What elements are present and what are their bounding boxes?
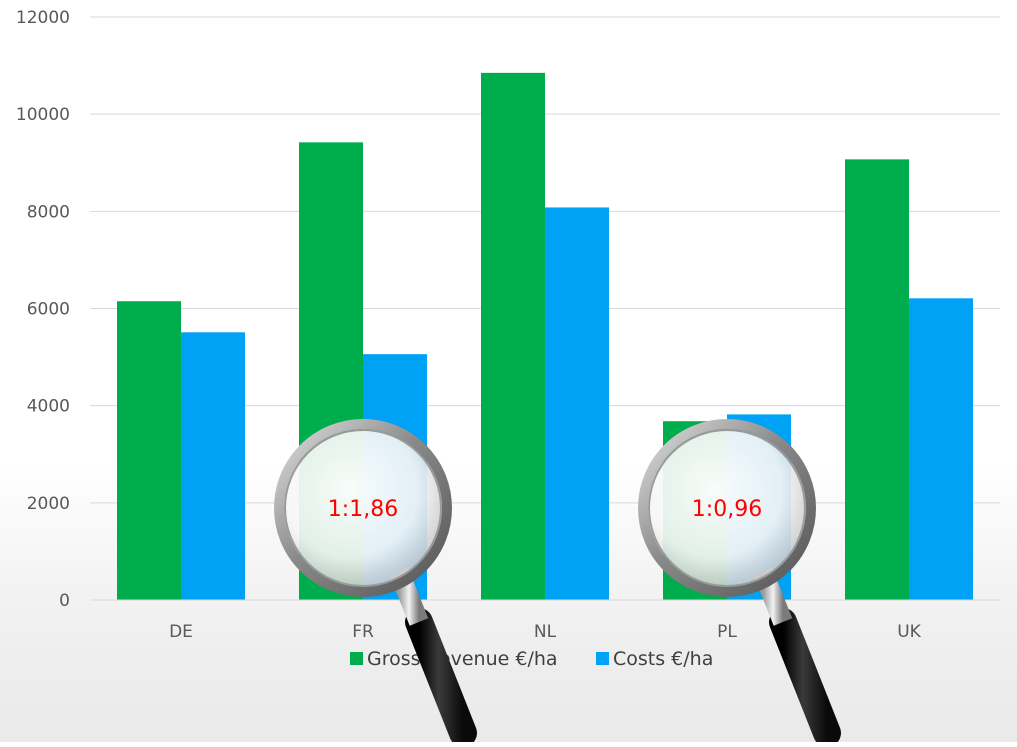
x-tick-label: FR <box>352 622 374 642</box>
y-tick-label: 0 <box>59 591 70 611</box>
magnifying-glass-icon: 1:1,86 <box>274 419 477 747</box>
bar-nl-series-1 <box>481 72 545 600</box>
magnifier-lens <box>648 429 806 587</box>
x-tick-label: UK <box>897 622 921 642</box>
y-tick-label: 4000 <box>27 397 70 417</box>
annotations: 1:1,86 1:0,96 <box>274 419 841 747</box>
x-tick-label: NL <box>534 622 557 642</box>
magnifier-rim <box>274 419 452 597</box>
y-tick-label: 2000 <box>27 494 70 514</box>
y-tick-label: 12000 <box>16 8 70 28</box>
x-axis-ticks: DE FR NL PL UK <box>169 622 922 642</box>
x-tick-label: PL <box>717 622 737 642</box>
bar-nl-series-2 <box>545 207 609 601</box>
bar-de-series-1 <box>117 301 181 600</box>
legend-label: Gross Revenue €/ha <box>367 648 558 670</box>
legend-label: Costs €/ha <box>613 648 713 670</box>
y-tick-label: 6000 <box>27 300 70 320</box>
bar-uk-series-1 <box>845 159 909 600</box>
magnifier-handle <box>405 608 477 747</box>
bars <box>117 72 973 601</box>
magnifying-glass-icon: 1:0,96 <box>638 419 841 747</box>
legend-swatch <box>596 652 609 665</box>
magnifier-lens <box>284 429 442 587</box>
x-tick-label: DE <box>169 622 193 642</box>
y-axis-ticks: 0 2000 4000 6000 8000 10000 12000 <box>16 8 70 611</box>
magnifier-handle <box>769 608 841 747</box>
legend-swatch <box>350 652 363 665</box>
bar-de-series-2 <box>181 332 245 600</box>
magnifier-rim <box>638 419 816 597</box>
y-tick-label: 10000 <box>16 105 70 125</box>
ratio-annotation: 1:1,86 <box>328 497 398 522</box>
legend: Gross Revenue €/ha Costs €/ha <box>350 648 713 670</box>
y-tick-label: 8000 <box>27 202 70 222</box>
ratio-annotation: 1:0,96 <box>692 497 762 522</box>
bar-uk-series-2 <box>909 298 973 600</box>
